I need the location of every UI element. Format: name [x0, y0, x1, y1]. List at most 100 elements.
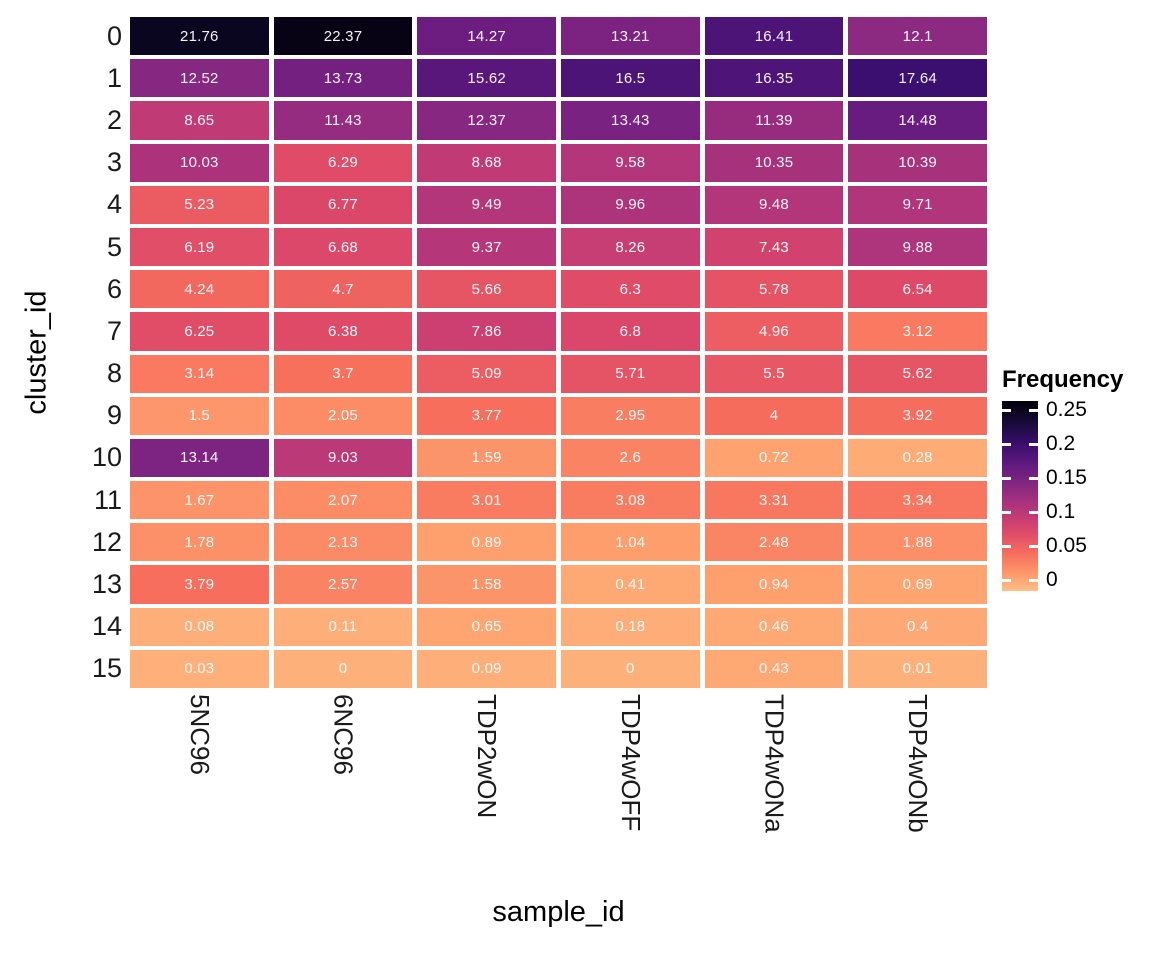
heatmap-cell-r10-c6NC96: 9.03 — [273, 438, 413, 478]
heatmap-cell-r7-cTDP4wONa: 4.96 — [704, 312, 844, 351]
heatmap-cell-r3-cTDP4wONb: 10.39 — [848, 143, 987, 182]
y-axis-tick-labels: 0 1 2 3 4 5 6 7 8 9 10 11 12 13 14 15 — [0, 17, 122, 688]
y-tick-label-1: 1 — [106, 62, 122, 93]
y-tick-label-6: 6 — [106, 273, 122, 304]
legend-tick-label-0.05: 0.05 — [1046, 534, 1087, 557]
legend-tick-0.2-left — [1002, 442, 1011, 446]
cell-value: 1.78 — [184, 533, 215, 551]
cell-value: 5.78 — [758, 280, 789, 298]
cell-value: 7.86 — [471, 322, 502, 340]
cell-value: 4.96 — [758, 322, 789, 340]
cell-value: 2.48 — [758, 533, 789, 551]
cell-value: 0.41 — [615, 576, 646, 594]
heatmap-cell-r2-c6NC96: 11.43 — [273, 101, 413, 140]
cell-value: 3.77 — [471, 407, 502, 425]
cell-value: 9.96 — [615, 196, 646, 214]
heatmap-cell-r5-cTDP4wOFF: 8.26 — [561, 227, 700, 267]
heatmap-cell-r13-c6NC96: 2.57 — [273, 565, 413, 604]
heatmap-cell-r6-c5NC96: 4.24 — [130, 270, 269, 309]
heatmap-cell-r14-c5NC96: 0.08 — [130, 607, 269, 646]
cell-value: 11.39 — [755, 111, 793, 129]
cell-value: 17.64 — [898, 69, 937, 87]
heatmap-cell-r14-cTDP4wOFF: 0.18 — [561, 607, 700, 646]
cell-value: 1.59 — [471, 449, 502, 467]
cell-value: 6.19 — [184, 238, 215, 256]
cell-value: 14.48 — [898, 111, 937, 129]
heatmap-cell-r0-c5NC96: 21.76 — [130, 17, 269, 56]
cell-value: 6.38 — [327, 322, 358, 340]
heatmap-cell-r0-cTDP4wONa: 16.41 — [704, 17, 844, 56]
heatmap-cell-r12-cTDP4wONa: 2.48 — [704, 523, 844, 562]
y-tick-label-9: 9 — [106, 400, 122, 431]
y-tick-label-5: 5 — [106, 231, 122, 262]
legend-tick-0-right — [1029, 578, 1038, 582]
legend-tick-0.25-left — [1002, 408, 1011, 412]
y-tick-label-2: 2 — [106, 104, 122, 135]
heatmap-cell-r8-c5NC96: 3.14 — [130, 354, 269, 393]
heatmap-cell-r5-cTDP4wONa: 7.43 — [704, 227, 844, 267]
x-axis-title: sample_id — [492, 896, 625, 928]
cell-value: 0.09 — [471, 660, 502, 678]
heatmap-cell-r8-cTDP4wONa: 5.5 — [704, 354, 844, 393]
cell-value: 3.08 — [615, 491, 646, 509]
heatmap-cell-r13-cTDP4wOFF: 0.41 — [561, 565, 700, 604]
cell-value: 6.54 — [902, 280, 933, 298]
cell-value: 0.89 — [471, 533, 502, 551]
heatmap-cell-r10-cTDP4wOFF: 2.6 — [561, 438, 700, 478]
heatmap-cell-r13-cTDP2wON: 1.58 — [417, 565, 556, 604]
heatmap-cell-r12-cTDP4wOFF: 1.04 — [561, 523, 700, 562]
cell-value: 6.68 — [327, 238, 358, 256]
legend-gradient — [1002, 401, 1038, 591]
legend-colorbar: 0.25 0.2 0.15 0.1 0.05 0 — [1002, 398, 1087, 591]
cell-value: 13.73 — [323, 69, 363, 87]
heatmap-cell-r0-cTDP2wON: 14.27 — [417, 17, 556, 56]
legend-title: Frequency — [1002, 366, 1124, 393]
cell-value: 5.09 — [471, 365, 502, 383]
heatmap-cell-r10-cTDP2wON: 1.59 — [417, 438, 556, 478]
heatmap-cell-r6-cTDP4wONa: 5.78 — [704, 270, 844, 309]
cell-value: 2.6 — [619, 449, 642, 467]
cell-value: 15.62 — [467, 69, 506, 87]
heatmap-cell-r9-c6NC96: 2.05 — [273, 396, 413, 435]
legend-tick-label-0.2: 0.2 — [1046, 432, 1076, 455]
heatmap-cell-r2-cTDP4wOFF: 13.43 — [561, 101, 700, 140]
heatmap-cell-r9-cTDP2wON: 3.77 — [417, 396, 556, 435]
heatmap-cell-r2-cTDP2wON: 12.37 — [417, 101, 556, 140]
cell-value: 12.1 — [902, 27, 933, 45]
heatmap-cell-r13-cTDP4wONb: 0.69 — [848, 565, 987, 604]
heatmap-cell-r11-c6NC96: 2.07 — [273, 481, 413, 520]
x-tick-label-TDP4wOFF: TDP4wOFF — [561, 694, 700, 886]
cell-value: 3.34 — [902, 491, 933, 509]
legend-tick-0-left — [1002, 578, 1011, 582]
heatmap-cell-r14-c6NC96: 0.11 — [273, 607, 413, 646]
cell-value: 8.65 — [184, 111, 215, 129]
cell-value: 0.4 — [906, 618, 929, 636]
heatmap-cell-r9-cTDP4wOFF: 2.95 — [561, 396, 700, 435]
cell-value: 8.68 — [471, 154, 502, 172]
y-tick-label-3: 3 — [106, 147, 122, 178]
heatmap-cell-r13-c5NC96: 3.79 — [130, 565, 269, 604]
cell-value: 3.31 — [758, 491, 789, 509]
heatmap-cell-r1-c5NC96: 12.52 — [130, 59, 269, 98]
cell-value: 0.43 — [758, 660, 789, 678]
legend-tick-0.05-right — [1029, 544, 1038, 548]
legend-tick-0.1-left — [1002, 510, 1011, 514]
heatmap-cell-r1-cTDP4wOFF: 16.5 — [561, 59, 700, 98]
cell-value: 9.37 — [471, 238, 502, 256]
cell-value: 2.05 — [327, 407, 358, 425]
y-tick-label-7: 7 — [106, 315, 122, 346]
cell-value: 10.35 — [754, 154, 794, 172]
heatmap-cell-r9-cTDP4wONb: 3.92 — [848, 396, 987, 435]
legend-tick-label-0: 0 — [1046, 568, 1058, 591]
heatmap-cell-r9-c5NC96: 1.5 — [130, 396, 269, 435]
heatmap-cell-r12-c5NC96: 1.78 — [130, 523, 269, 562]
x-tick-label-text: 6NC96 — [328, 694, 359, 775]
legend-tick-0.15-left — [1002, 476, 1011, 480]
heatmap-cell-r12-cTDP2wON: 0.89 — [417, 523, 556, 562]
cell-value: 0 — [626, 660, 635, 678]
heatmap-cell-r1-cTDP4wONa: 16.35 — [704, 59, 844, 98]
cell-value: 14.27 — [467, 27, 506, 45]
y-tick-label-11: 11 — [93, 484, 122, 515]
cell-value: 0.08 — [184, 618, 215, 636]
heatmap-cell-r11-cTDP2wON: 3.01 — [417, 481, 556, 520]
